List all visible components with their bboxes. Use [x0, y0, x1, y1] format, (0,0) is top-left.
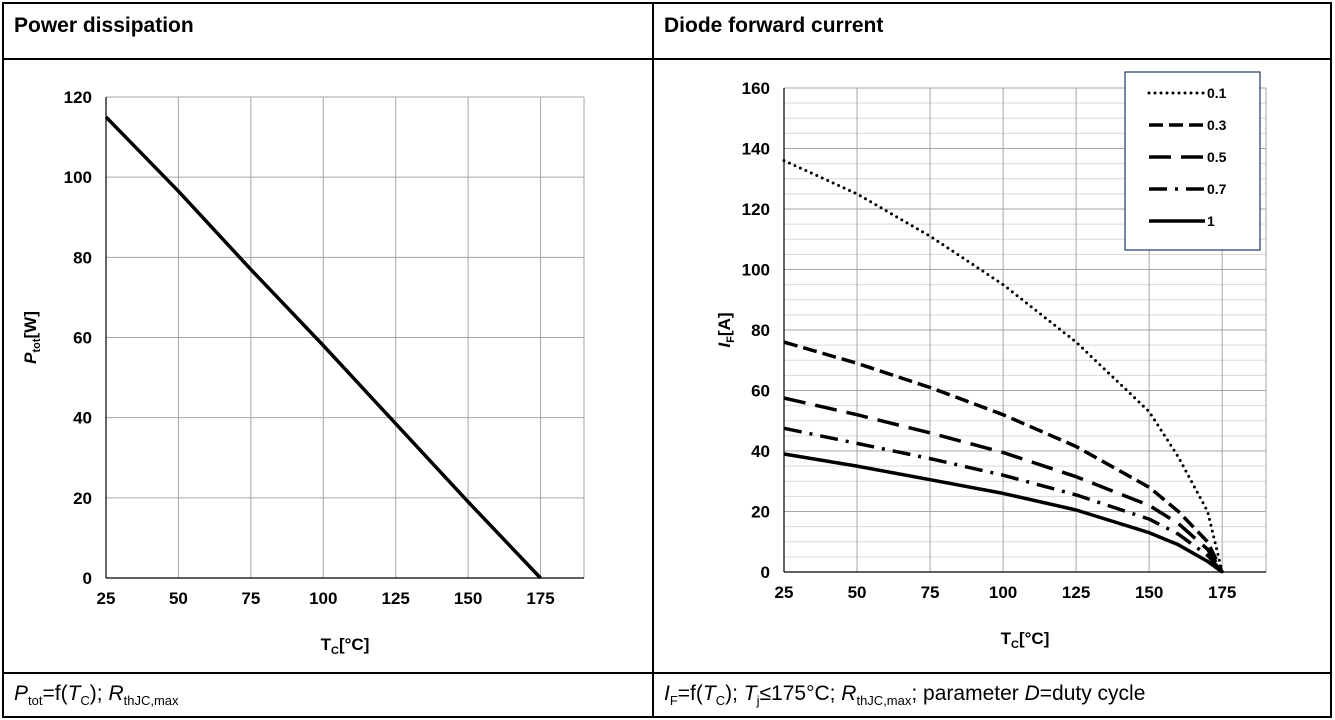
diode-current-chart: 25 50 75 100 125 150 175 0 20 40 60 80 100 120 140 160 T… — [715, 71, 1267, 651]
series-line-0-1 — [782, 159, 1224, 574]
panel-title-power: Power dissipation — [14, 14, 194, 37]
y-tick-label: 120 — [64, 88, 92, 107]
series-line-0 — [104, 115, 542, 580]
legend-label: 0.5 — [1207, 149, 1227, 165]
y-tick-label: 100 — [64, 168, 92, 187]
x-tick-label: 125 — [1062, 583, 1090, 602]
x-tick-label: 125 — [382, 589, 410, 608]
x-tick-label: 25 — [775, 583, 794, 602]
legend-label: 0.1 — [1207, 85, 1227, 101]
x-tick-label: 150 — [454, 589, 482, 608]
series-line-0-5 — [783, 396, 1224, 573]
caption-power: Ptot=f(TC); RthJC,max — [14, 682, 179, 709]
y-tick-label: 40 — [73, 409, 92, 428]
legend-label: 0.7 — [1207, 181, 1227, 197]
power-dissipation-chart: 25 50 75 100 125 150 175 0 20 40 60 80 100 120 TC[°C] P… — [21, 88, 585, 657]
y-tick-label: 100 — [742, 261, 770, 280]
y-tick-label: 80 — [751, 321, 770, 340]
x-tick-label: 75 — [241, 589, 260, 608]
y-tick-label: 0 — [761, 563, 770, 582]
y-tick-label: 120 — [742, 200, 770, 219]
legend-label: 1 — [1207, 213, 1215, 229]
x-tick-label: 150 — [1135, 583, 1163, 602]
y-axis-title: Ptot[W] — [21, 311, 43, 364]
x-tick-label: 25 — [97, 589, 116, 608]
series-line-1 — [783, 452, 1224, 574]
x-axis-title: TC[°C] — [1001, 629, 1050, 651]
panel-title-diode: Diode forward current — [664, 14, 884, 37]
x-axis-title: TC[°C] — [321, 635, 370, 657]
x-tick-label: 175 — [1208, 583, 1236, 602]
legend-label: 0.3 — [1207, 117, 1227, 133]
column-divider — [652, 2, 654, 718]
y-tick-label: 80 — [73, 248, 92, 267]
x-tick-label: 100 — [989, 583, 1017, 602]
y-tick-label: 40 — [751, 442, 770, 461]
x-tick-label: 175 — [526, 589, 554, 608]
caption-diode: IF=f(TC); Tj≤175°C; RthJC,max; parameter… — [664, 682, 1146, 709]
y-tick-label: 0 — [83, 569, 92, 588]
y-axis-title: IF[A] — [715, 312, 737, 347]
x-tick-label: 50 — [169, 589, 188, 608]
series-line-0-7 — [783, 426, 1224, 574]
footer-divider — [2, 672, 1332, 674]
legend-box — [1124, 71, 1261, 251]
series-line-0-3 — [783, 340, 1224, 573]
x-tick-label: 50 — [848, 583, 867, 602]
x-tick-label: 75 — [921, 583, 940, 602]
y-tick-label: 60 — [751, 382, 770, 401]
y-tick-label: 60 — [73, 329, 92, 348]
x-tick-label: 100 — [309, 589, 337, 608]
y-tick-label: 20 — [751, 503, 770, 522]
y-tick-label: 140 — [742, 140, 770, 159]
header-divider — [2, 58, 1332, 60]
y-tick-label: 160 — [742, 79, 770, 98]
y-tick-label: 20 — [73, 489, 92, 508]
